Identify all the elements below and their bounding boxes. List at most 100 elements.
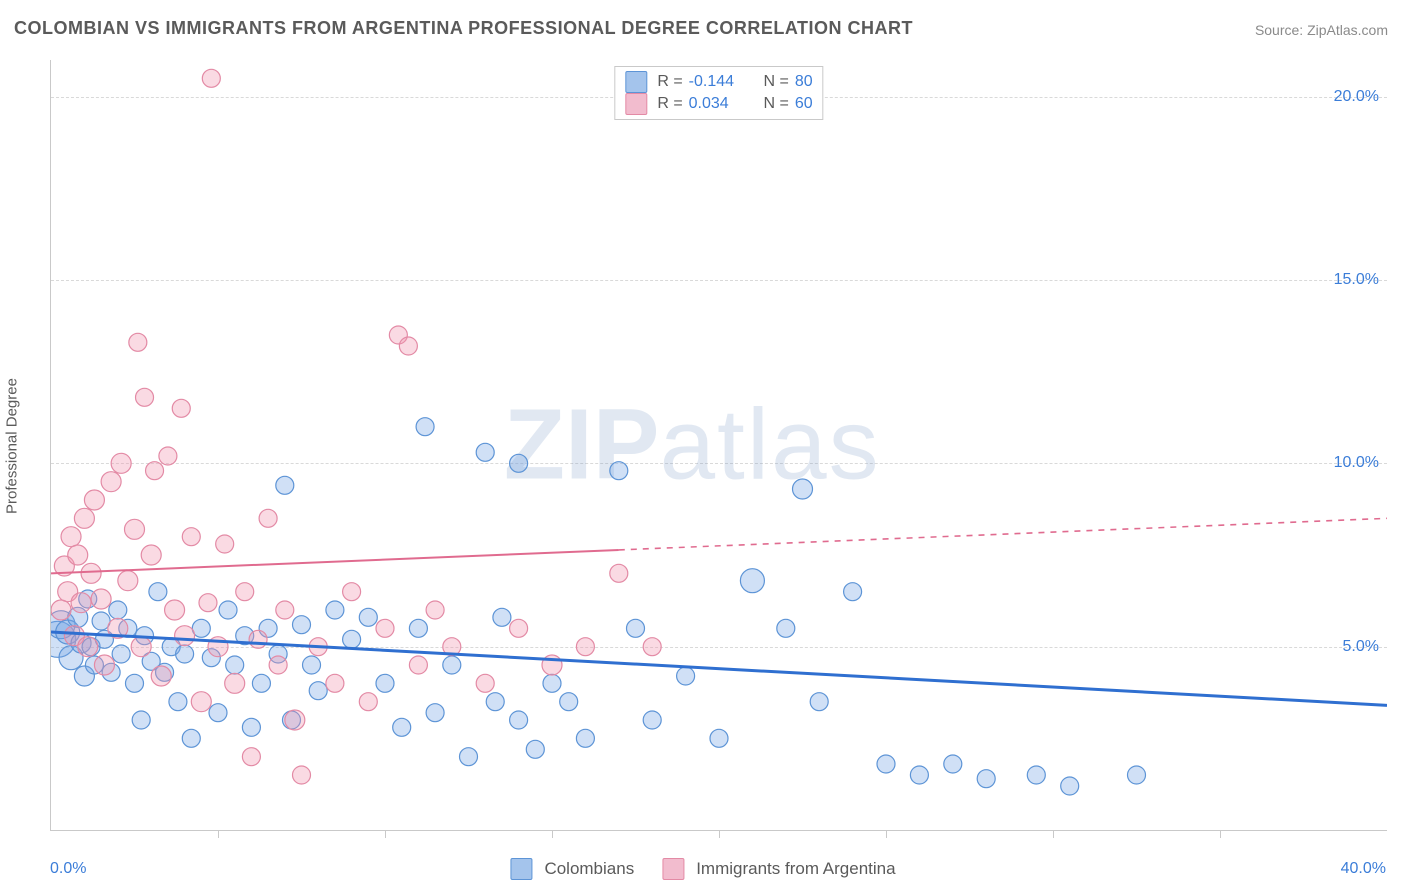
data-point[interactable] (977, 770, 995, 788)
data-point[interactable] (141, 545, 161, 565)
data-point[interactable] (276, 601, 294, 619)
data-point[interactable] (460, 748, 478, 766)
data-point[interactable] (710, 729, 728, 747)
data-point[interactable] (126, 674, 144, 692)
data-point[interactable] (209, 704, 227, 722)
data-point[interactable] (309, 682, 327, 700)
data-point[interactable] (643, 638, 661, 656)
data-point[interactable] (172, 399, 190, 417)
data-point[interactable] (326, 601, 344, 619)
data-point[interactable] (176, 645, 194, 663)
series-legend-item[interactable]: Immigrants from Argentina (662, 858, 895, 880)
data-point[interactable] (252, 674, 270, 692)
data-point[interactable] (877, 755, 895, 773)
data-point[interactable] (71, 593, 91, 613)
data-point[interactable] (91, 589, 111, 609)
data-point[interactable] (131, 637, 151, 657)
data-point[interactable] (627, 619, 645, 637)
data-point[interactable] (182, 528, 200, 546)
data-point[interactable] (202, 69, 220, 87)
data-point[interactable] (643, 711, 661, 729)
data-point[interactable] (169, 693, 187, 711)
data-point[interactable] (810, 693, 828, 711)
data-point[interactable] (191, 692, 211, 712)
data-point[interactable] (409, 656, 427, 674)
data-point[interactable] (510, 454, 528, 472)
data-point[interactable] (269, 656, 287, 674)
data-point[interactable] (61, 527, 81, 547)
data-point[interactable] (359, 693, 377, 711)
data-point[interactable] (910, 766, 928, 784)
data-point[interactable] (944, 755, 962, 773)
data-point[interactable] (326, 674, 344, 692)
data-point[interactable] (109, 601, 127, 619)
data-point[interactable] (777, 619, 795, 637)
data-point[interactable] (443, 656, 461, 674)
data-point[interactable] (276, 476, 294, 494)
data-point[interactable] (1061, 777, 1079, 795)
data-point[interactable] (84, 490, 104, 510)
data-point[interactable] (165, 600, 185, 620)
data-point[interactable] (249, 630, 267, 648)
data-point[interactable] (129, 333, 147, 351)
data-point[interactable] (510, 711, 528, 729)
data-point[interactable] (610, 564, 628, 582)
data-point[interactable] (426, 704, 444, 722)
series-legend-item[interactable]: Colombians (510, 858, 634, 880)
data-point[interactable] (376, 674, 394, 692)
data-point[interactable] (199, 594, 217, 612)
data-point[interactable] (81, 563, 101, 583)
data-point[interactable] (94, 655, 114, 675)
data-point[interactable] (303, 656, 321, 674)
data-point[interactable] (576, 638, 594, 656)
data-point[interactable] (399, 337, 417, 355)
data-point[interactable] (359, 608, 377, 626)
data-point[interactable] (510, 619, 528, 637)
data-point[interactable] (293, 616, 311, 634)
data-point[interactable] (182, 729, 200, 747)
data-point[interactable] (476, 443, 494, 461)
data-point[interactable] (151, 666, 171, 686)
data-point[interactable] (78, 637, 98, 657)
data-point[interactable] (146, 462, 164, 480)
data-point[interactable] (343, 630, 361, 648)
data-point[interactable] (677, 667, 695, 685)
data-point[interactable] (226, 656, 244, 674)
data-point[interactable] (149, 583, 167, 601)
data-point[interactable] (493, 608, 511, 626)
data-point[interactable] (285, 710, 305, 730)
data-point[interactable] (125, 519, 145, 539)
data-point[interactable] (136, 388, 154, 406)
data-point[interactable] (476, 674, 494, 692)
data-point[interactable] (560, 693, 578, 711)
data-point[interactable] (74, 508, 94, 528)
data-point[interactable] (101, 472, 121, 492)
data-point[interactable] (543, 674, 561, 692)
data-point[interactable] (409, 619, 427, 637)
data-point[interactable] (793, 479, 813, 499)
source-name[interactable]: ZipAtlas.com (1307, 22, 1388, 38)
data-point[interactable] (259, 509, 277, 527)
data-point[interactable] (132, 711, 150, 729)
data-point[interactable] (118, 571, 138, 591)
data-point[interactable] (175, 626, 195, 646)
data-point[interactable] (1027, 766, 1045, 784)
data-point[interactable] (486, 693, 504, 711)
data-point[interactable] (416, 418, 434, 436)
data-point[interactable] (225, 673, 245, 693)
data-point[interactable] (242, 718, 260, 736)
data-point[interactable] (68, 545, 88, 565)
data-point[interactable] (343, 583, 361, 601)
data-point[interactable] (159, 447, 177, 465)
data-point[interactable] (51, 600, 71, 620)
data-point[interactable] (112, 645, 130, 663)
data-point[interactable] (393, 718, 411, 736)
data-point[interactable] (844, 583, 862, 601)
data-point[interactable] (740, 569, 764, 593)
data-point[interactable] (111, 453, 131, 473)
data-point[interactable] (526, 740, 544, 758)
data-point[interactable] (1128, 766, 1146, 784)
data-point[interactable] (216, 535, 234, 553)
data-point[interactable] (576, 729, 594, 747)
data-point[interactable] (293, 766, 311, 784)
